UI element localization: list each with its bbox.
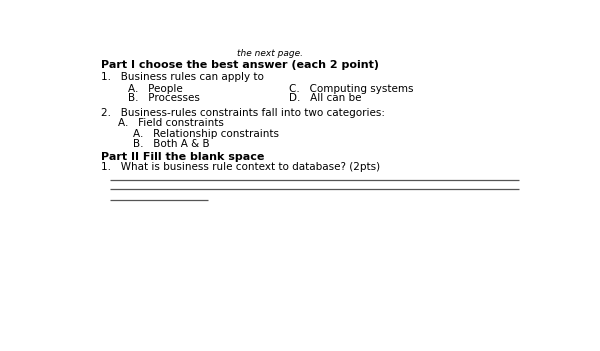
- Text: C.   Computing systems: C. Computing systems: [289, 84, 413, 94]
- Text: B.   Processes: B. Processes: [128, 93, 200, 104]
- Text: Part II Fill the blank space: Part II Fill the blank space: [101, 152, 264, 161]
- Text: A.   Relationship constraints: A. Relationship constraints: [133, 129, 279, 139]
- Text: 2.   Business-rules constraints fall into two categories:: 2. Business-rules constraints fall into …: [101, 108, 385, 118]
- Text: 1.   What is business rule context to database? (2pts): 1. What is business rule context to data…: [101, 162, 380, 172]
- Text: the next page.: the next page.: [237, 49, 303, 58]
- Text: Part I choose the best answer (each 2 point): Part I choose the best answer (each 2 po…: [101, 60, 379, 70]
- Text: B.   Both A & B: B. Both A & B: [133, 139, 210, 148]
- Text: 1.   Business rules can apply to: 1. Business rules can apply to: [101, 72, 263, 82]
- Text: A.   People: A. People: [128, 84, 183, 94]
- Text: D.   All can be: D. All can be: [289, 93, 361, 104]
- Text: A.   Field constraints: A. Field constraints: [118, 118, 224, 128]
